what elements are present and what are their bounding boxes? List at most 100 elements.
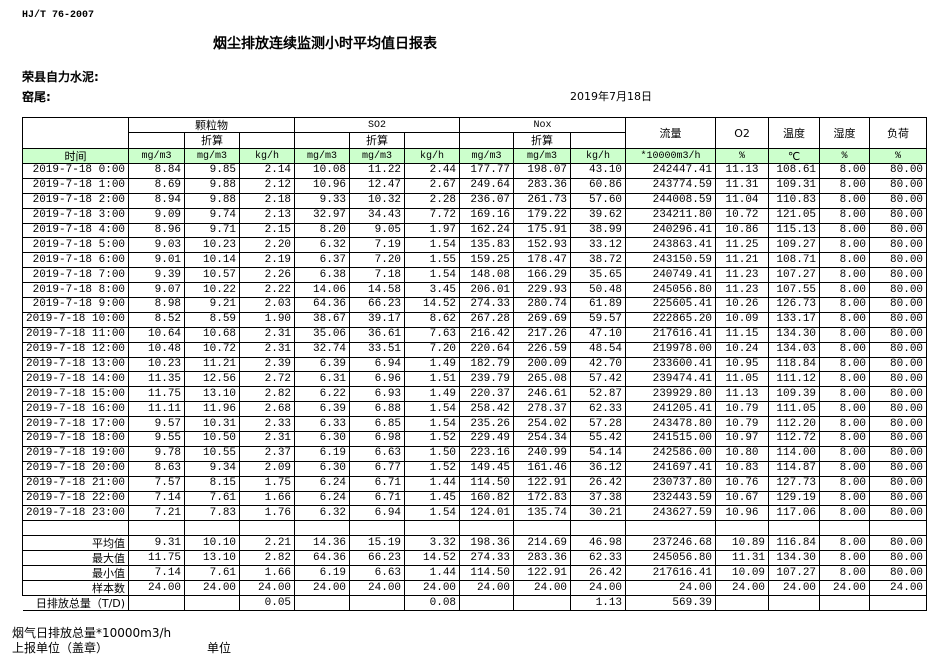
- value-cell: 1.97: [404, 222, 461, 239]
- value-cell: 114.87: [768, 460, 821, 477]
- time-cell: 2019-7-18 10:00: [21, 311, 130, 328]
- value-cell: 80.00: [869, 535, 928, 552]
- value-cell: 10.31: [184, 416, 241, 433]
- value-cell: 2.31: [239, 431, 296, 447]
- unit-cell: mg/m3: [128, 148, 186, 164]
- table-row: 2019-7-18 2:00 8.94 9.88 2.18 9.33 10.32 2.28 2…: [21, 192, 928, 209]
- value-cell: 8.00: [819, 282, 871, 299]
- company-name: 荣县自力水泥:: [22, 70, 99, 84]
- value-cell: 7.72: [404, 207, 461, 224]
- header-load: 负荷: [869, 117, 928, 149]
- unit-cell: %: [819, 148, 871, 164]
- value-cell: 148.08: [459, 267, 515, 284]
- value-cell: [128, 520, 186, 537]
- value-cell: 6.94: [349, 356, 406, 373]
- value-cell: 50.48: [570, 282, 627, 299]
- value-cell: 233600.41: [625, 356, 717, 373]
- value-cell: 6.93: [349, 386, 406, 403]
- value-cell: 107.55: [768, 282, 821, 299]
- value-cell: 2.18: [239, 192, 296, 209]
- table-row: 2019-7-18 19:00 9.78 10.55 2.37 6.19 6.63 1.50…: [21, 445, 928, 462]
- value-cell: 10.23: [128, 356, 186, 373]
- value-cell: 6.71: [349, 475, 406, 492]
- unit-cell: mg/m3: [184, 148, 241, 164]
- daily-total-value: [349, 595, 406, 612]
- value-cell: 10.89: [715, 535, 770, 552]
- value-cell: 2.13: [239, 207, 296, 224]
- value-cell: 109.27: [768, 237, 821, 254]
- header-blank: [239, 132, 296, 149]
- header-blank: [459, 132, 515, 149]
- report-date: 2019年7月18日: [570, 90, 652, 103]
- value-cell: 80.00: [869, 207, 928, 224]
- value-cell: 1.66: [239, 490, 296, 507]
- value-cell: 9.21: [184, 297, 241, 313]
- daily-total-value: 0.08: [404, 595, 461, 612]
- value-cell: 230737.80: [625, 475, 717, 492]
- value-cell: 34.43: [349, 207, 406, 224]
- value-cell: 249.64: [459, 177, 515, 194]
- daily-total-value: 569.39: [625, 595, 717, 612]
- value-cell: 80.00: [869, 371, 928, 388]
- value-cell: 14.06: [294, 282, 351, 299]
- value-cell: 134.03: [768, 341, 821, 358]
- header-blank: [570, 132, 627, 149]
- value-cell: 9.34: [184, 460, 241, 477]
- value-cell: 133.17: [768, 311, 821, 328]
- value-cell: 11.23: [715, 267, 770, 284]
- value-cell: 10.72: [184, 341, 241, 358]
- value-cell: 1.76: [239, 505, 296, 522]
- daily-total-value: [184, 595, 241, 612]
- value-cell: 1.45: [404, 490, 461, 507]
- value-cell: 8.96: [128, 222, 186, 239]
- value-cell: 7.63: [404, 326, 461, 343]
- time-cell: 2019-7-18 3:00: [21, 207, 130, 224]
- value-cell: 57.42: [570, 371, 627, 388]
- value-cell: 8.00: [819, 416, 871, 433]
- value-cell: 8.00: [819, 326, 871, 343]
- value-cell: 2.31: [239, 341, 296, 358]
- value-cell: 2.72: [239, 371, 296, 388]
- value-cell: 114.50: [459, 475, 515, 492]
- value-cell: 8.00: [819, 565, 871, 582]
- unit-cell: %: [715, 148, 770, 164]
- header-temp: 温度: [768, 117, 821, 149]
- value-cell: 2.33: [239, 416, 296, 433]
- value-cell: 15.19: [349, 535, 406, 552]
- kiln-label: 窑尾:: [22, 90, 51, 104]
- value-cell: 24.00: [294, 580, 351, 597]
- value-cell: 229.49: [459, 431, 515, 447]
- value-cell: 80.00: [869, 326, 928, 343]
- value-cell: 64.36: [294, 550, 351, 567]
- value-cell: 235.26: [459, 416, 515, 433]
- value-cell: 7.57: [128, 475, 186, 492]
- table-row: 2019-7-18 11:00 10.64 10.68 2.31 35.06 36.61 7…: [21, 326, 928, 343]
- value-cell: 38.67: [294, 311, 351, 328]
- value-cell: [459, 520, 515, 537]
- value-cell: 7.18: [349, 267, 406, 284]
- value-cell: 6.24: [294, 490, 351, 507]
- table-row: 2019-7-18 0:00 8.84 9.85 2.14 10.08 11.22 2.44…: [21, 163, 928, 179]
- value-cell: 9.71: [184, 222, 241, 239]
- time-cell: 2019-7-18 13:00: [21, 356, 130, 373]
- value-cell: 198.36: [459, 535, 515, 552]
- value-cell: 2.15: [239, 222, 296, 239]
- value-cell: 269.69: [513, 311, 572, 328]
- value-cell: 222865.20: [625, 311, 717, 328]
- value-cell: 243774.59: [625, 177, 717, 194]
- value-cell: 2.26: [239, 267, 296, 284]
- unit-cell: mg/m3: [294, 148, 351, 164]
- value-cell: 232443.59: [625, 490, 717, 507]
- value-cell: 217.26: [513, 326, 572, 343]
- value-cell: 182.79: [459, 356, 515, 373]
- daily-total-value: [294, 595, 351, 612]
- value-cell: 1.49: [404, 386, 461, 403]
- value-cell: 39.17: [349, 311, 406, 328]
- value-cell: 80.00: [869, 431, 928, 447]
- empty-row: [21, 520, 928, 537]
- value-cell: 80.00: [869, 356, 928, 373]
- summary-row: 最大值 11.75 13.10 2.82 64.36 66.23 14.52 274.33 28…: [21, 550, 928, 567]
- value-cell: 24.00: [184, 580, 241, 597]
- value-cell: 134.30: [768, 326, 821, 343]
- value-cell: 2.37: [239, 445, 296, 462]
